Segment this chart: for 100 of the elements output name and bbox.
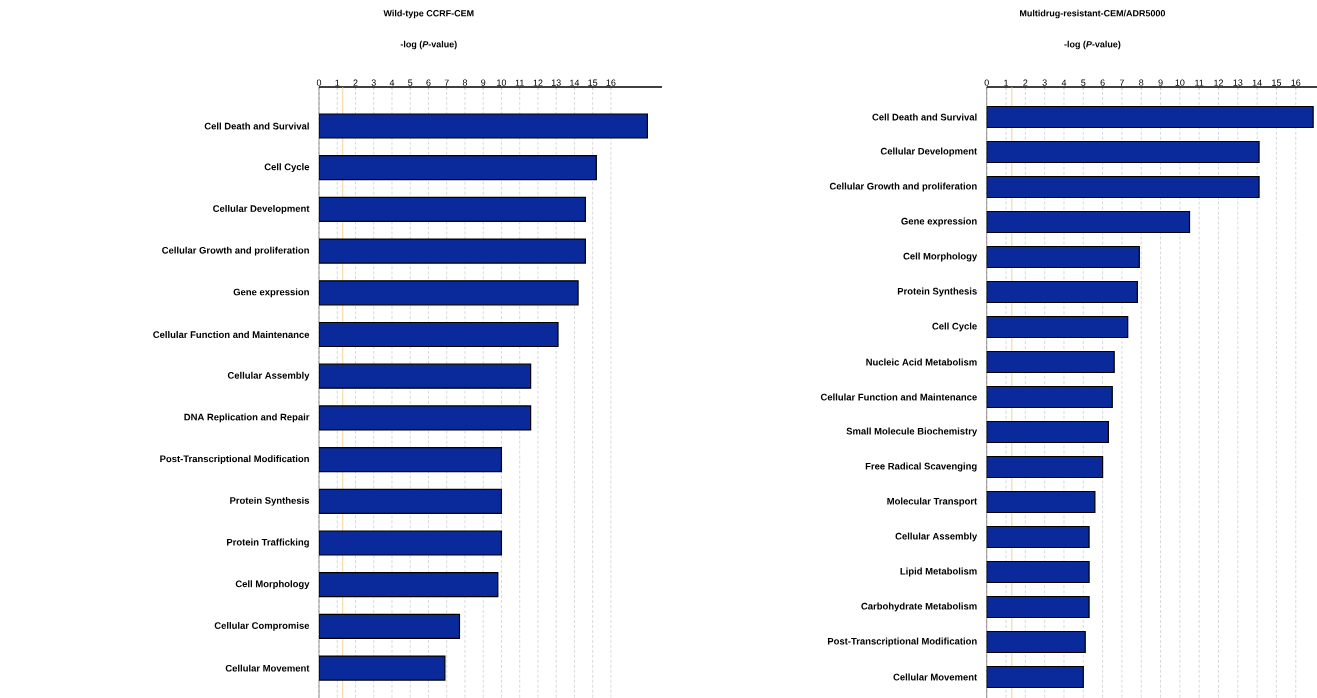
x-tick-label: 9 [481, 79, 486, 86]
x-tick-label: 13 [1233, 79, 1243, 86]
bar [986, 455, 1104, 479]
bar [319, 405, 532, 431]
y-tick-label: Cellular Growth and proliferation [829, 182, 977, 192]
x-tick-label: 2 [1023, 79, 1028, 86]
bar [986, 105, 1314, 129]
y-tick-label: Cell Death and Survival [204, 122, 309, 130]
x-tick-label: 3 [371, 79, 376, 86]
y-tick-label: Cellular Movement [225, 664, 310, 672]
bar [319, 363, 532, 389]
chart-title: Multidrug-resistant-CEM/ADR5000 [1020, 9, 1166, 19]
bar [986, 315, 1129, 339]
y-tick-label: Cellular Development [880, 147, 978, 157]
x-tick-label: 11 [515, 79, 524, 86]
y-tick-label: Cellular Compromise [214, 621, 310, 631]
x-tick-label: 7 [1119, 79, 1124, 86]
bar [986, 525, 1090, 549]
chart-title: Wild-type CCRF-CEM [383, 9, 474, 19]
x-tick-label: 10 [497, 79, 507, 86]
x-tick-label: 14 [1252, 79, 1262, 86]
y-tick-label: Gene expression [233, 288, 309, 298]
x-tick-label: 1 [1004, 79, 1009, 86]
bar [319, 447, 503, 473]
x-axis-title: -log (P-value) [1064, 40, 1121, 50]
y-tick-label: Cell Cycle [932, 322, 977, 332]
bar [319, 280, 579, 306]
x-tick-label: 4 [1061, 79, 1067, 86]
bar [319, 321, 559, 348]
y-tick-label: Cellular Function and Maintenance [820, 393, 977, 401]
y-tick-label: Cell Morphology [903, 252, 978, 262]
y-tick-label: DNA Replication and Repair [184, 413, 310, 423]
bar [319, 655, 446, 681]
bar [986, 595, 1090, 619]
y-tick-label: Carbohydrate Metabolism [861, 602, 977, 612]
bar [319, 530, 503, 556]
y-tick-label: Post-Transcriptional Modification [160, 455, 309, 465]
x-tick-label: 3 [1042, 79, 1047, 86]
bar [986, 560, 1090, 584]
x-tick-label: 12 [533, 79, 543, 86]
bar [319, 488, 503, 514]
bar [986, 490, 1096, 514]
y-tick-label: Cell Cycle [264, 163, 310, 173]
bar [986, 210, 1191, 234]
bar [986, 140, 1260, 164]
x-tick-label: 16 [606, 79, 616, 86]
bar [319, 572, 499, 598]
y-tick-label: Cellular Growth and proliferation [162, 246, 309, 256]
x-tick-label: 7 [444, 79, 449, 86]
x-tick-label: 14 [570, 79, 580, 86]
x-tick-label: 8 [462, 79, 468, 86]
x-tick-label: 0 [316, 79, 322, 86]
bar [319, 155, 597, 181]
x-axis-title: -log (P-value) [400, 40, 457, 50]
x-tick-label: 10 [1175, 79, 1185, 86]
y-tick-label: Protein Synthesis [897, 287, 977, 297]
y-tick-label: Cellular Function and Maintenance [153, 331, 310, 338]
bar [986, 280, 1138, 304]
bar [319, 613, 461, 640]
bar [986, 350, 1115, 374]
x-tick-label: 2 [353, 79, 358, 86]
x-tick-label: 0 [984, 79, 989, 86]
bar [986, 665, 1084, 689]
y-tick-label: Small Molecule Biochemistry [846, 427, 978, 437]
y-tick-label: Protein Trafficking [227, 538, 309, 548]
bar [319, 196, 586, 222]
y-tick-label: Protein Synthesis [230, 496, 310, 506]
x-tick-label: 9 [1158, 79, 1163, 86]
y-tick-label: Lipid Metabolism [900, 567, 977, 577]
x-tick-label: 4 [389, 79, 395, 86]
x-tick-label: 6 [1100, 79, 1105, 86]
x-tick-label: 15 [1272, 79, 1282, 86]
y-tick-label: Gene expression [901, 217, 977, 227]
y-tick-label: Cellular Movement [893, 673, 978, 681]
y-tick-label: Cell Morphology [235, 580, 310, 590]
bar [986, 175, 1260, 199]
y-tick-label: Cellular Development [213, 204, 310, 214]
y-tick-label: Cellular Assembly [895, 532, 978, 542]
bar [319, 238, 586, 264]
x-tick-label: 15 [588, 79, 598, 86]
x-tick-label: 5 [408, 79, 413, 86]
y-tick-label: Cellular Assembly [227, 371, 310, 381]
bar [319, 113, 649, 139]
y-tick-label: Cell Death and Survival [872, 113, 977, 121]
bar [986, 630, 1086, 654]
x-tick-label: 8 [1139, 79, 1144, 86]
bar [986, 420, 1109, 444]
y-tick-label: Free Radical Scavenging [865, 462, 977, 472]
x-tick-label: 6 [426, 79, 431, 86]
x-tick-label: 16 [1291, 79, 1301, 86]
x-tick-label: 13 [551, 79, 561, 86]
x-tick-label: 11 [1195, 79, 1204, 86]
y-tick-label: Molecular Transport [887, 497, 978, 507]
x-tick-label: 1 [335, 79, 340, 86]
y-tick-label: Post-Transcriptional Modification [827, 637, 977, 647]
bar [986, 385, 1113, 409]
bar [986, 245, 1140, 269]
x-tick-label: 12 [1214, 79, 1224, 86]
x-tick-label: 5 [1081, 79, 1086, 86]
y-tick-label: Nucleic Acid Metabolism [866, 358, 977, 366]
